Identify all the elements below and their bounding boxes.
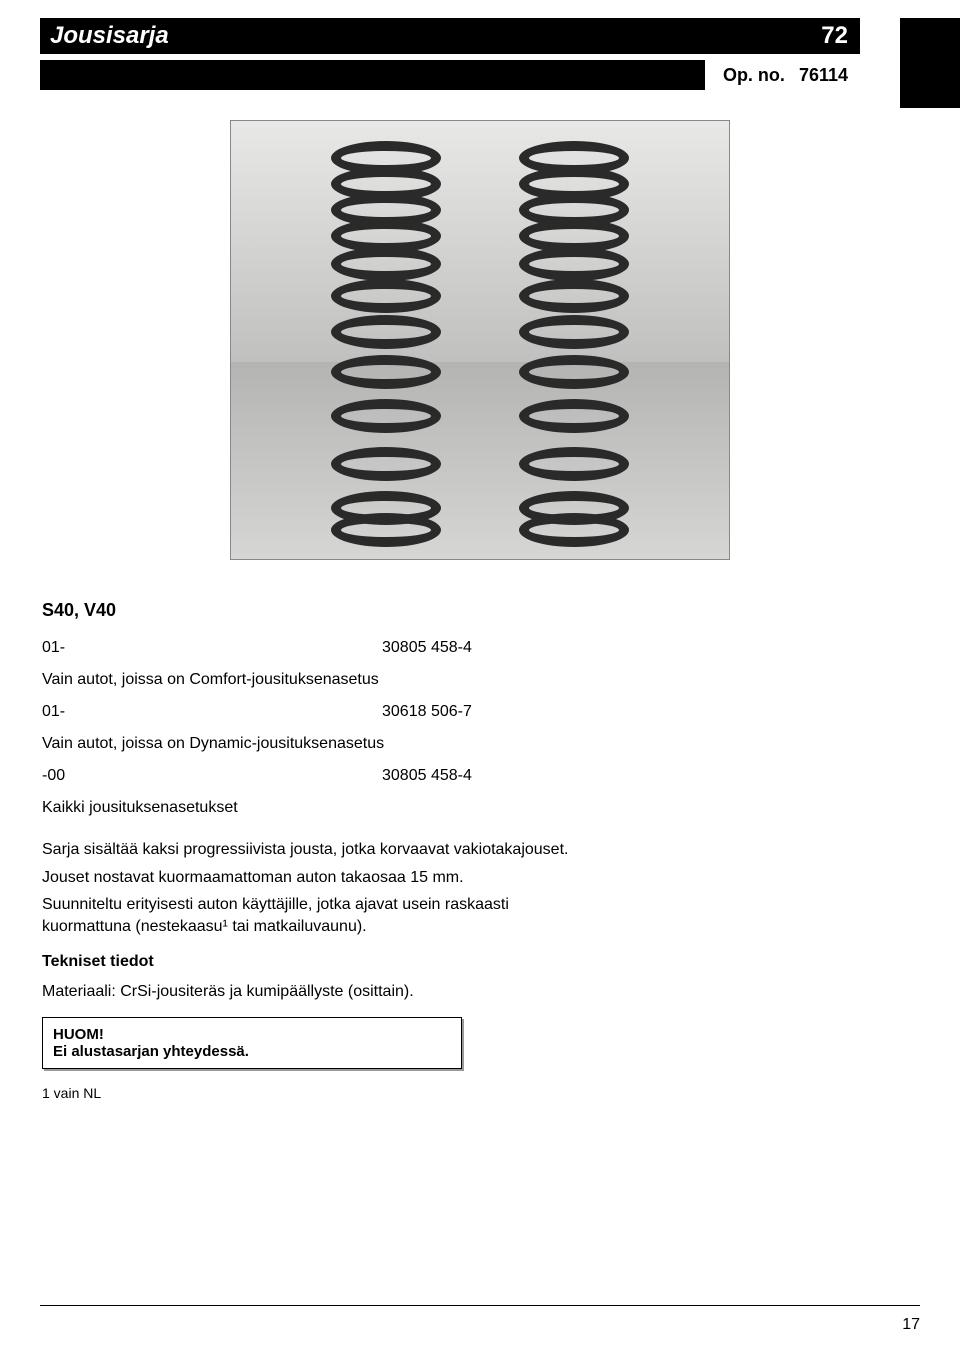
row-note: Vain autot, joissa on Dynamic-jousitukse… <box>42 735 918 753</box>
op-no-box: Op. no. 76114 <box>711 60 860 90</box>
subheader-row: Op. no. 76114 <box>40 60 860 90</box>
header-section-number: 72 <box>821 22 848 50</box>
footnote: 1 vain NL <box>42 1085 918 1101</box>
product-image <box>230 120 730 560</box>
note-title: HUOM! <box>53 1026 451 1043</box>
note-text: Ei alustasarjan yhteydessä. <box>53 1043 451 1060</box>
header-title: Jousisarja <box>50 22 169 50</box>
op-no-label: Op. no. <box>723 65 785 86</box>
row-note: Kaikki jousituksenasetukset <box>42 799 918 817</box>
spring-right-icon <box>509 141 639 541</box>
tech-line: Materiaali: CrSi-jousiteräs ja kumipääll… <box>42 981 602 1003</box>
paragraph: Jouset nostavat kuormaamattoman auton ta… <box>42 867 602 889</box>
year-cell: 01- <box>42 639 382 657</box>
year-cell: -00 <box>42 767 382 785</box>
part-cell: 30805 458-4 <box>382 639 472 657</box>
page-number: 17 <box>902 1316 920 1334</box>
part-cell: 30805 458-4 <box>382 767 472 785</box>
subheader-filler <box>40 60 705 90</box>
header-bar: Jousisarja 72 <box>40 18 860 54</box>
table-row: -00 30805 458-4 <box>42 767 918 785</box>
side-tab <box>900 18 960 108</box>
content-block: S40, V40 01- 30805 458-4 Vain autot, joi… <box>40 600 920 1101</box>
year-cell: 01- <box>42 703 382 721</box>
paragraph: Suunniteltu erityisesti auton käyttäjill… <box>42 894 602 937</box>
part-cell: 30618 506-7 <box>382 703 472 721</box>
note-box: HUOM! Ei alustasarjan yhteydessä. <box>42 1017 462 1069</box>
table-row: 01- 30805 458-4 <box>42 639 918 657</box>
table-row: 01- 30618 506-7 <box>42 703 918 721</box>
footer-divider <box>40 1305 920 1306</box>
op-no-value: 76114 <box>799 65 848 86</box>
spring-left-icon <box>321 141 451 541</box>
model-line: S40, V40 <box>42 600 918 621</box>
row-note: Vain autot, joissa on Comfort-jousitukse… <box>42 671 918 689</box>
page-container: Jousisarja 72 Op. no. 76114 S40, V40 <box>0 0 960 1354</box>
paragraph: Sarja sisältää kaksi progressiivista jou… <box>42 839 602 861</box>
tech-title: Tekniset tiedot <box>42 953 918 971</box>
